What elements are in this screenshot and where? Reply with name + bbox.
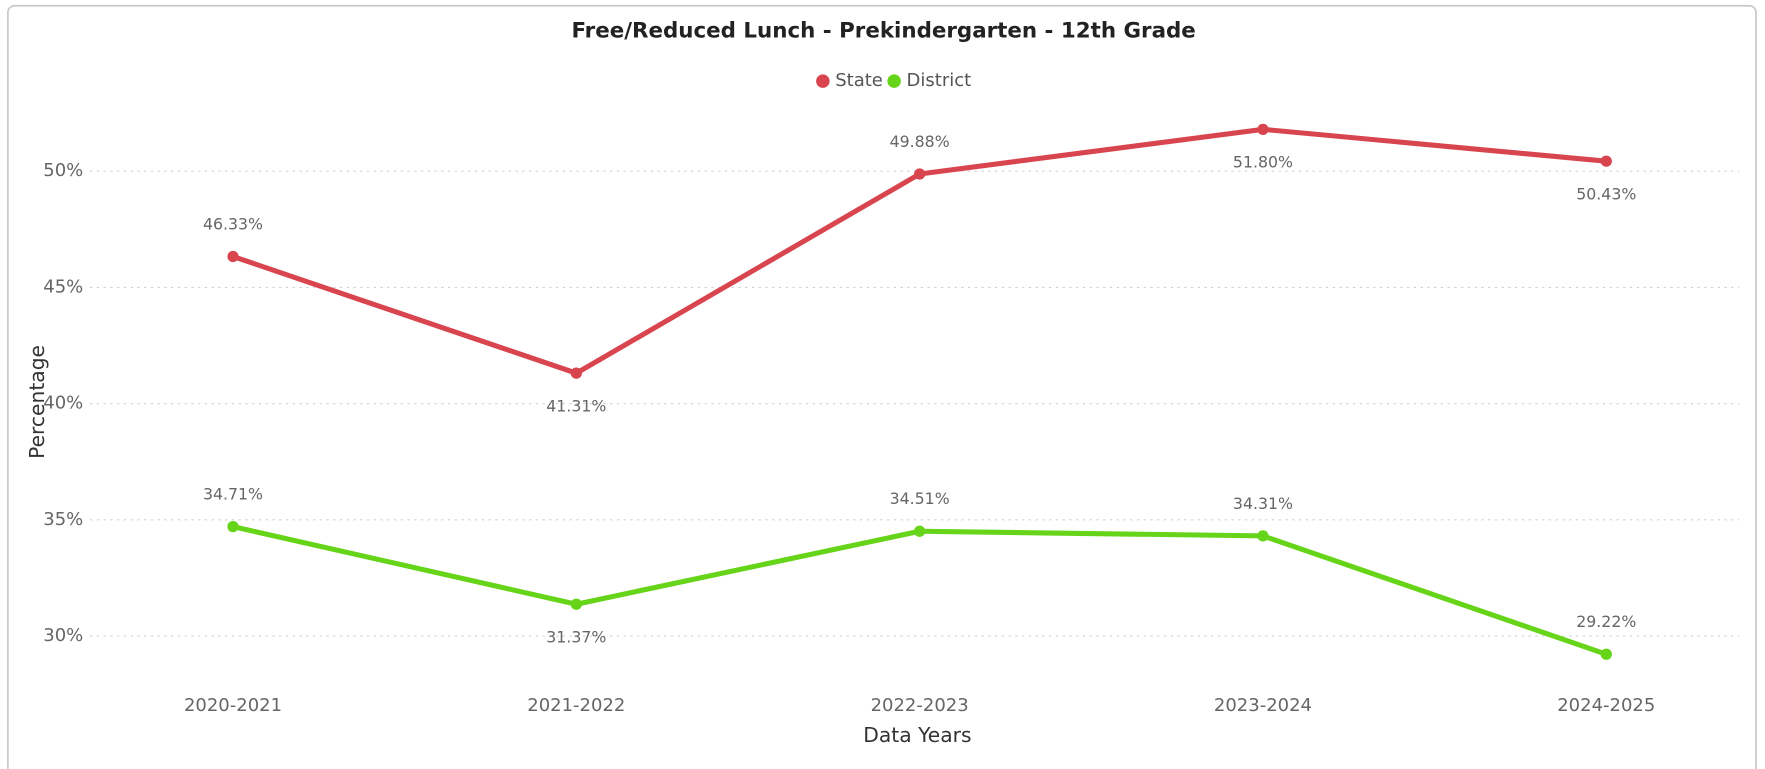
data-label: 41.31%: [546, 396, 606, 415]
legend-label: State: [835, 70, 883, 91]
data-label: 29.22%: [1576, 612, 1636, 631]
y-tick-label: 40%: [43, 393, 83, 414]
data-label: 50.43%: [1576, 184, 1636, 203]
point: [914, 525, 926, 537]
legend-marker: [887, 74, 901, 88]
point: [1600, 155, 1612, 167]
data-label: 46.33%: [203, 214, 263, 233]
point: [570, 367, 582, 379]
chart-title: Free/Reduced Lunch - Prekindergarten - 1…: [571, 19, 1195, 44]
point: [570, 598, 582, 610]
data-label: 34.31%: [1233, 494, 1293, 513]
data-label: 34.71%: [203, 485, 263, 504]
y-tick-label: 30%: [43, 625, 83, 646]
point: [1257, 123, 1269, 135]
y-tick-label: 45%: [43, 276, 83, 297]
legend-label: District: [907, 70, 972, 91]
point: [1257, 530, 1269, 542]
x-tick-label: 2022-2023: [871, 695, 969, 716]
point: [227, 250, 239, 263]
data-label: 34.51%: [890, 489, 950, 508]
y-axis-title: Percentage: [25, 345, 49, 459]
x-axis-title: Data Years: [863, 723, 971, 747]
data-label: 51.80%: [1233, 153, 1293, 172]
chart-frame: [7, 4, 1757, 769]
x-tick-label: 2020-2021: [184, 695, 282, 716]
point: [1600, 648, 1612, 660]
x-tick-label: 2024-2025: [1557, 695, 1655, 716]
point: [914, 168, 926, 180]
data-label: 31.37%: [546, 628, 606, 647]
y-tick-label: 35%: [43, 509, 83, 530]
y-tick-label: 50%: [43, 160, 83, 181]
data-label: 49.88%: [890, 132, 950, 151]
x-tick-label: 2021-2022: [527, 695, 625, 716]
legend-marker: [816, 74, 830, 88]
point: [227, 520, 239, 533]
x-tick-label: 2023-2024: [1214, 695, 1312, 716]
